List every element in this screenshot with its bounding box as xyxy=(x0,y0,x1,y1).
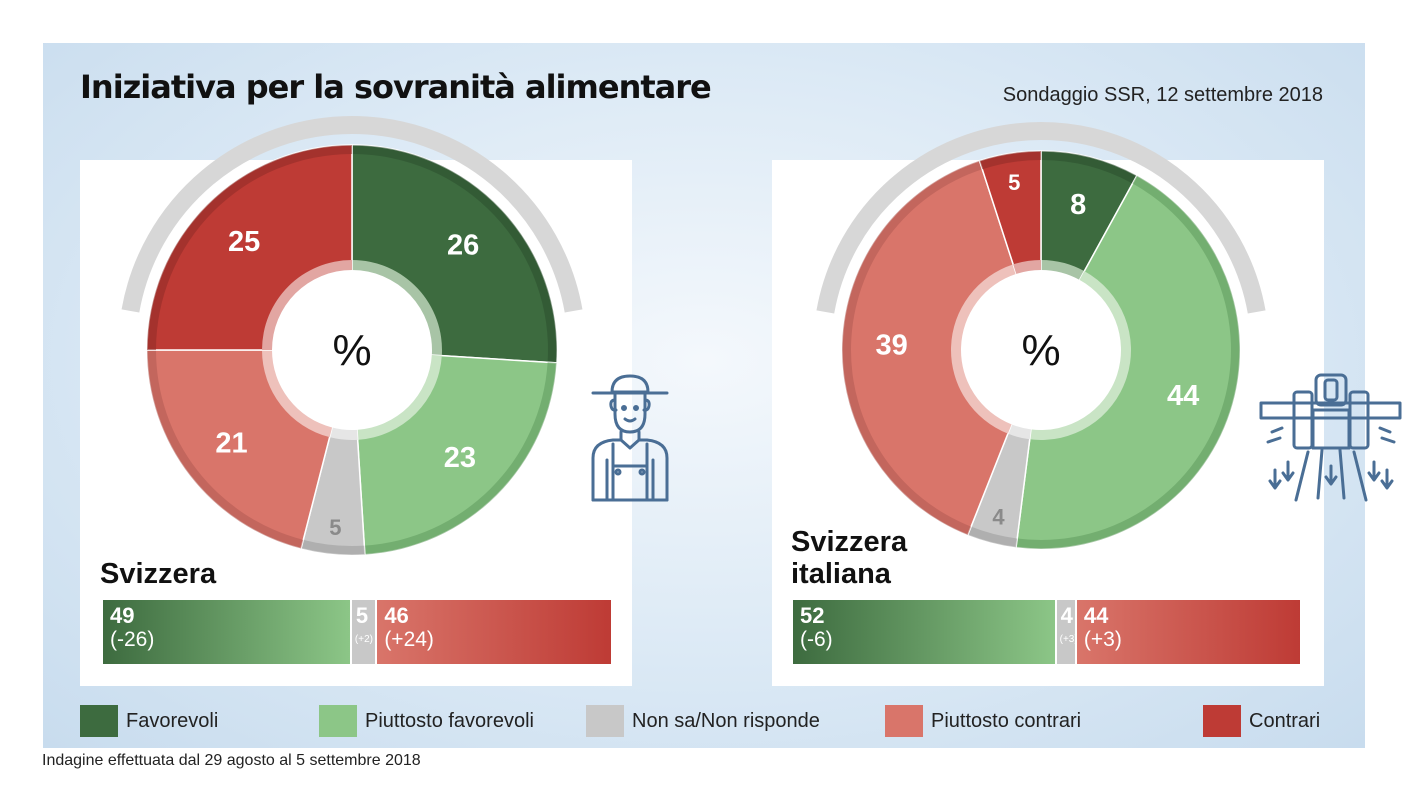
summary-favor-value: 52 xyxy=(800,603,825,628)
footnote: Indagine effettuata dal 29 agosto al 5 s… xyxy=(42,752,421,769)
summary-neutral-segment: 4 (+3) xyxy=(1056,600,1078,664)
summary-favor-change: (-26) xyxy=(110,628,155,651)
legend-swatch xyxy=(586,705,624,737)
donut-hole xyxy=(963,272,1119,428)
summary-favor-change: (-6) xyxy=(800,628,833,651)
summary-bar-svizzera-italiana: 52 (-6) 4 (+3) 44 (+3) xyxy=(793,600,1300,664)
donut-hole xyxy=(274,272,430,428)
slice-value-piuttosto-favorevoli: 23 xyxy=(444,442,476,474)
summary-favor-segment: 52 (-6) xyxy=(793,600,1055,664)
slice-inner-edge-non-sa xyxy=(1007,424,1031,440)
region-label: Svizzera italiana xyxy=(791,526,908,590)
legend-label: Favorevoli xyxy=(126,710,219,732)
legend-swatch xyxy=(1203,705,1241,737)
summary-against-value: 44 xyxy=(1083,603,1109,628)
region-label: Svizzera xyxy=(100,558,217,590)
legend-swatch xyxy=(319,705,357,737)
summary-neutral-change: (+2) xyxy=(354,634,373,645)
tractor-sprayer-icon xyxy=(1259,373,1402,502)
slice-value-favorevoli: 8 xyxy=(1070,189,1086,221)
summary-bar-svizzera: 49 (-26) 5 (+2) 46 (+24) xyxy=(103,600,611,664)
slice-inner-edge-favorevoli xyxy=(1041,260,1085,280)
summary-neutral-value: 4 xyxy=(1060,603,1073,628)
slice-value-non-sa: 5 xyxy=(329,515,341,540)
summary-against-change: (+3) xyxy=(1083,628,1122,651)
decorative-arc xyxy=(121,116,583,313)
slice-inner-edge-favorevoli xyxy=(352,260,442,356)
slice-edge-favorevoli xyxy=(1041,151,1137,184)
slice-edge-non-sa xyxy=(301,539,365,555)
slice-value-piuttosto-contrari: 39 xyxy=(875,329,907,361)
legend-swatch xyxy=(885,705,923,737)
slice-inner-edge-contrari xyxy=(262,260,352,350)
decorative-arc xyxy=(816,122,1266,314)
slice-edge-piuttosto-favorevoli xyxy=(364,362,557,555)
slice-value-non-sa: 4 xyxy=(992,505,1005,530)
summary-neutral-value: 5 xyxy=(355,603,369,628)
legend-label: Piuttosto contrari xyxy=(931,710,1082,732)
slice-inner-edge-piuttosto-contrari xyxy=(950,264,1017,434)
farmer-icon xyxy=(591,374,669,502)
summary-against-segment: 46 (+24) xyxy=(377,600,611,664)
summary-favor-value: 49 xyxy=(110,603,135,628)
slice-inner-edge-non-sa xyxy=(329,427,358,440)
slice-inner-edge-contrari xyxy=(1013,260,1041,274)
slice-inner-edge-piuttosto-favorevoli xyxy=(357,355,442,440)
center-unit-label: % xyxy=(1021,326,1060,375)
slice-value-piuttosto-favorevoli: 44 xyxy=(1167,380,1199,412)
center-unit-label: % xyxy=(332,326,371,375)
slice-edge-contrari xyxy=(979,151,1041,170)
legend-label: Non sa/Non risponde xyxy=(632,710,820,732)
legend-swatch xyxy=(80,705,118,737)
legend-label: Piuttosto favorevoli xyxy=(365,710,534,732)
chart-title: Iniziativa per la sovranità alimentare xyxy=(80,68,712,106)
slice-value-contrari: 5 xyxy=(1008,170,1020,195)
summary-against-value: 46 xyxy=(384,603,409,628)
slice-value-favorevoli: 26 xyxy=(447,230,479,262)
slice-value-piuttosto-contrari: 21 xyxy=(215,427,247,459)
slice-edge-piuttosto-contrari xyxy=(147,350,304,549)
summary-neutral-segment: 5 (+2) xyxy=(351,600,376,664)
summary-against-change: (+24) xyxy=(384,628,434,651)
slice-inner-edge-piuttosto-contrari xyxy=(262,350,333,438)
summary-favor-segment: 49 (-26) xyxy=(103,600,350,664)
legend-label: Contrari xyxy=(1249,710,1321,732)
source-note: Sondaggio SSR, 12 settembre 2018 xyxy=(1002,84,1323,106)
slice-value-contrari: 25 xyxy=(228,226,260,258)
summary-neutral-change: (+3) xyxy=(1059,634,1078,645)
summary-against-segment: 44 (+3) xyxy=(1076,600,1300,664)
slice-edge-non-sa xyxy=(967,526,1018,548)
slice-inner-edge-piuttosto-favorevoli xyxy=(1029,271,1131,440)
